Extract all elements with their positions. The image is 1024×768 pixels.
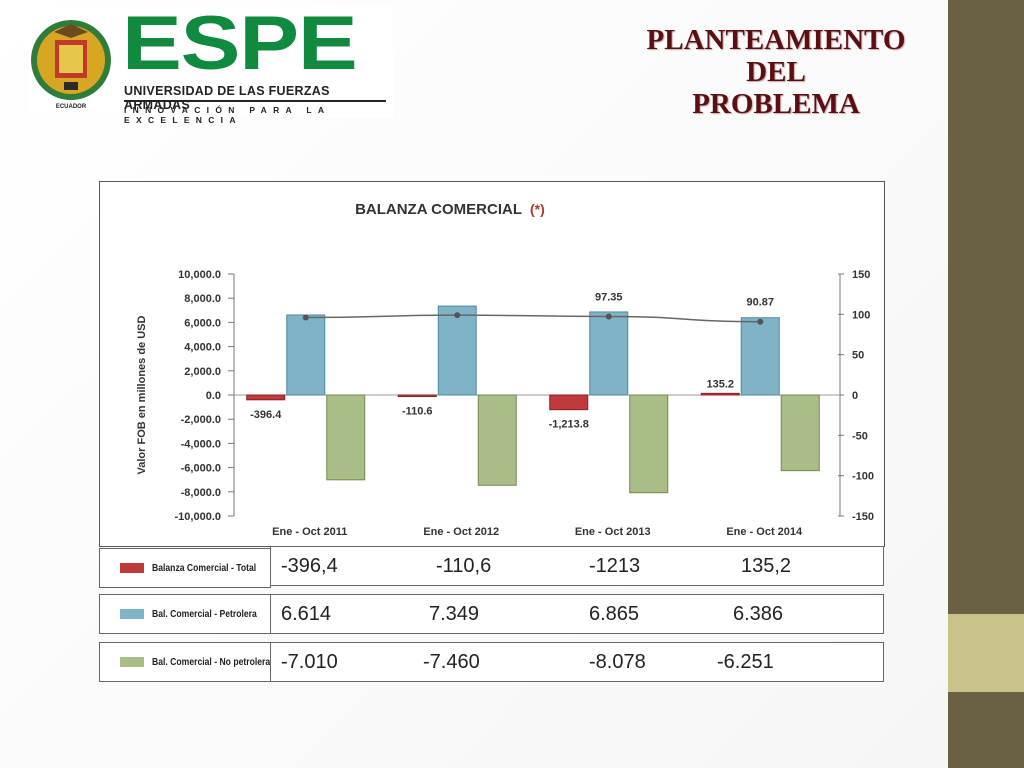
chart-title: BALANZA COMERCIAL: [355, 201, 522, 218]
title-line-3: PROBLEMA: [692, 88, 860, 120]
cell-petrolera-2013: 6.865: [589, 603, 640, 625]
line-series-point: [605, 313, 612, 320]
cell-no-petrolera-2013: -8.078: [589, 651, 646, 673]
values-row-no-petrolera: -7.010 -7.460 -8.078 -6.251: [270, 642, 884, 682]
y-tick-label: -10,000.0: [175, 511, 221, 523]
legend-label-petrolera: Bal. Comercial - Petrolera: [152, 608, 257, 620]
values-row-total: -396,4 -110,6 -1213 135,2: [270, 546, 884, 586]
bar-no-petrolera: [629, 394, 669, 494]
espe-logo: ECUADOR ESPE UNIVERSIDAD DE LAS FUERZAS …: [28, 1, 393, 125]
x-category-label: Ene - Oct 2013: [575, 526, 651, 538]
y-tick-label: -6,000.0: [181, 463, 221, 475]
chart-title-suffix: (*): [530, 201, 545, 217]
y2-tick-label: -50: [852, 430, 868, 442]
cell-petrolera-2012: 7.349: [429, 603, 480, 625]
bar-petrolera: [589, 311, 629, 396]
bar-total: [397, 394, 437, 397]
y-tick-label: 8,000.0: [184, 293, 221, 305]
y2-tick-label: 50: [852, 350, 864, 362]
cell-total-2011: -396,4: [281, 555, 338, 577]
data-label-total: -1,213.8: [549, 419, 589, 431]
bar-petrolera: [437, 305, 477, 396]
slide-title: PLANTEAMIENTO DEL PROBLEMA: [604, 24, 948, 120]
cell-petrolera-2014: 6.386: [733, 603, 784, 625]
data-label-total: -396.4: [250, 409, 282, 421]
bar-petrolera: [286, 314, 326, 396]
x-category-label: Ene - Oct 2014: [726, 526, 803, 538]
y2-tick-label: 0: [852, 390, 858, 402]
shield-caption: ECUADOR: [55, 104, 87, 110]
cell-no-petrolera-2014: -6.251: [717, 651, 774, 673]
line-series-path: [305, 314, 761, 323]
y-tick-label: -2,000.0: [181, 414, 221, 426]
line-series-label: 97.35: [595, 291, 623, 303]
logo-rule: [124, 100, 386, 102]
line-series-label: 90.87: [746, 297, 774, 309]
cell-no-petrolera-2011: -7.010: [281, 651, 338, 673]
legend-petrolera: Bal. Comercial - Petrolera: [99, 594, 271, 634]
line-series-point: [302, 314, 309, 321]
bar-total: [246, 394, 286, 401]
x-category-label: Ene - Oct 2012: [423, 526, 499, 538]
line-series-point: [454, 312, 461, 319]
data-label-total: -110.6: [402, 405, 433, 417]
y-tick-label: 10,000.0: [178, 269, 221, 281]
legend-total: Balanza Comercial - Total: [99, 548, 271, 588]
cell-no-petrolera-2012: -7.460: [423, 651, 480, 673]
y2-tick-label: 100: [852, 309, 870, 321]
y-tick-label: 2,000.0: [184, 366, 221, 378]
y-tick-label: 4,000.0: [184, 342, 221, 354]
cell-total-2013: -1213: [589, 555, 641, 577]
legend-label-no-petrolera: Bal. Comercial - No petrolera: [152, 656, 271, 668]
data-label-total: 135.2: [706, 378, 734, 390]
cell-petrolera-2011: 6.614: [281, 603, 332, 625]
y-tick-label: 6,000.0: [184, 317, 221, 329]
line-series-point: [757, 318, 764, 325]
legend-swatch-petrolera: [120, 609, 144, 619]
bar-total: [549, 394, 589, 411]
y2-tick-label: -100: [852, 471, 874, 483]
y-tick-label: 0.0: [206, 390, 221, 402]
values-row-petrolera: 6.614 7.349 6.865 6.386: [270, 594, 884, 634]
bar-no-petrolera: [326, 394, 366, 481]
chart-canvas: BALANZA COMERCIAL (*) Valor FOB en millone…: [136, 201, 874, 538]
title-line-2: DEL: [746, 56, 806, 88]
y-tick-label: -4,000.0: [181, 438, 221, 450]
title-line-1: PLANTEAMIENTO: [646, 24, 906, 56]
y-tick-label: -8,000.0: [181, 487, 221, 499]
balanza-comercial-chart: BALANZA COMERCIAL (*) Valor FOB en millone…: [99, 181, 885, 547]
legend-swatch-no-petrolera: [120, 657, 144, 667]
coat-of-arms-icon: [31, 20, 111, 100]
legend-swatch-total: [120, 563, 144, 573]
right-decor-accent: [948, 614, 1024, 692]
bar-total: [700, 392, 740, 396]
legend-label-total: Balanza Comercial - Total: [152, 562, 257, 574]
y-axis-label: Valor FOB en millones de USD: [136, 315, 148, 474]
y2-tick-label: 150: [852, 269, 870, 281]
bar-no-petrolera: [780, 394, 820, 472]
y2-tick-label: -150: [852, 511, 874, 523]
cell-total-2012: -110,6: [436, 555, 492, 577]
x-category-label: Ene - Oct 2011: [272, 526, 347, 538]
logo-tagline: INNOVACIÓN PARA LA EXCELENCIA: [124, 105, 330, 125]
bar-no-petrolera: [477, 394, 517, 486]
espe-wordmark: ESPE: [122, 1, 358, 86]
bar-petrolera: [740, 317, 780, 396]
cell-total-2014: 135,2: [741, 555, 792, 577]
legend-no-petrolera: Bal. Comercial - No petrolera: [99, 642, 271, 682]
